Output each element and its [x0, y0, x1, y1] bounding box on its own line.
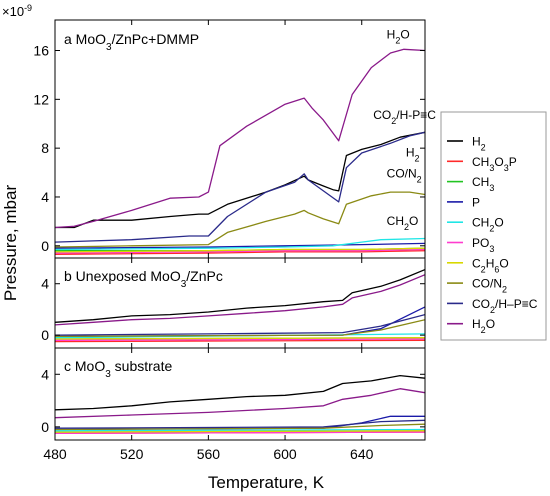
- series-line-c-4: [55, 428, 425, 432]
- x-tick-label-4: 640: [350, 446, 374, 462]
- plot-frame-a: [54, 19, 426, 259]
- legend-label-4: CH2O: [472, 216, 504, 234]
- plot-frame-c: [54, 347, 426, 441]
- series-line-c-0: [55, 374, 425, 411]
- series-line-a-4: [55, 237, 425, 251]
- series-line-b-8: [55, 313, 425, 336]
- series-annotation-4: CH2O: [387, 214, 419, 232]
- series-annotation-2: H2: [406, 146, 420, 164]
- series-line-a-0: [55, 131, 425, 229]
- series-line-b-5: [55, 338, 425, 341]
- x-axis-label: Temperature, K: [208, 473, 325, 492]
- y-tick-label-b-0: 0: [41, 327, 49, 343]
- x-axis: 480 520 560 600 640: [43, 446, 373, 462]
- y-tick-label-b-1: 4: [41, 276, 49, 292]
- series-line-c-5: [55, 431, 425, 435]
- legend-label-5: PO3: [472, 236, 494, 254]
- x-tick-label-3: 600: [273, 446, 297, 462]
- x-tick-label-2: 560: [197, 446, 221, 462]
- series-line-b-1: [55, 339, 425, 343]
- series-line-c-6: [55, 430, 425, 433]
- y-tick-label-a-1: 4: [41, 189, 49, 205]
- legend-label-3: P: [472, 195, 480, 209]
- legend-label-7: CO/N2: [472, 277, 507, 295]
- series-line-c-9: [55, 388, 425, 419]
- series-line-a-6: [55, 247, 425, 253]
- series-line-a-1: [55, 250, 425, 255]
- series-line-b-7: [55, 319, 425, 338]
- series-line-c-7: [55, 423, 425, 431]
- x-tick-label-1: 520: [120, 446, 144, 462]
- y-tick-label-a-0: 0: [41, 238, 49, 254]
- y-exponent-label: ×10-9: [2, 3, 32, 19]
- x-tick-label-0: 480: [43, 446, 67, 462]
- y-tick-label-a-4: 16: [33, 43, 49, 59]
- series-annotation-1: CO2/H-P≡C: [373, 108, 436, 126]
- panel-a: 0 4 8 12 16 a MoO3/ZnPc+DMMP H2O CO2/H-P≡C H2 CO/…: [33, 19, 436, 259]
- legend: H2CH3O3PCH3PCH2OPO3C2H6OCO/N2CO2/H–P≡CH2…: [440, 111, 547, 341]
- series-line-b-6: [55, 337, 425, 340]
- y-tick-label-c-0: 0: [41, 419, 49, 435]
- series-annotation-3: CO/N2: [387, 166, 422, 184]
- y-tick-label-a-2: 8: [41, 140, 49, 156]
- legend-label-2: CH3: [472, 175, 494, 193]
- panel-label-b: b Unexposed MoO3/ZnPc: [64, 268, 223, 290]
- y-axis-label: Pressure, mbar: [1, 185, 20, 302]
- series-line-a-7: [55, 191, 425, 248]
- series-line-b-9: [55, 274, 425, 326]
- series-line-a-9: [55, 48, 425, 229]
- series-line-c-8: [55, 419, 425, 429]
- series-line-a-5: [55, 248, 425, 254]
- panel-label-a: a MoO3/ZnPc+DMMP: [64, 31, 199, 53]
- series-line-a-8: [55, 131, 425, 243]
- series-annotation-0: H2O: [387, 27, 410, 45]
- legend-box: [440, 111, 547, 341]
- series-line-b-0: [55, 268, 425, 323]
- panel-label-c: c MoO3 substrate: [64, 358, 172, 380]
- y-tick-label-a-3: 12: [33, 91, 49, 107]
- legend-label-8: CO2/H–P≡C: [472, 297, 538, 315]
- panel-b: 0 4 b Unexposed MoO3/ZnPc: [41, 257, 426, 349]
- panel-c: 0 4 c MoO3 substrate: [41, 347, 426, 441]
- series-line-a-3: [55, 242, 425, 249]
- y-tick-label-c-1: 4: [41, 366, 49, 382]
- legend-label-9: H2O: [472, 317, 495, 335]
